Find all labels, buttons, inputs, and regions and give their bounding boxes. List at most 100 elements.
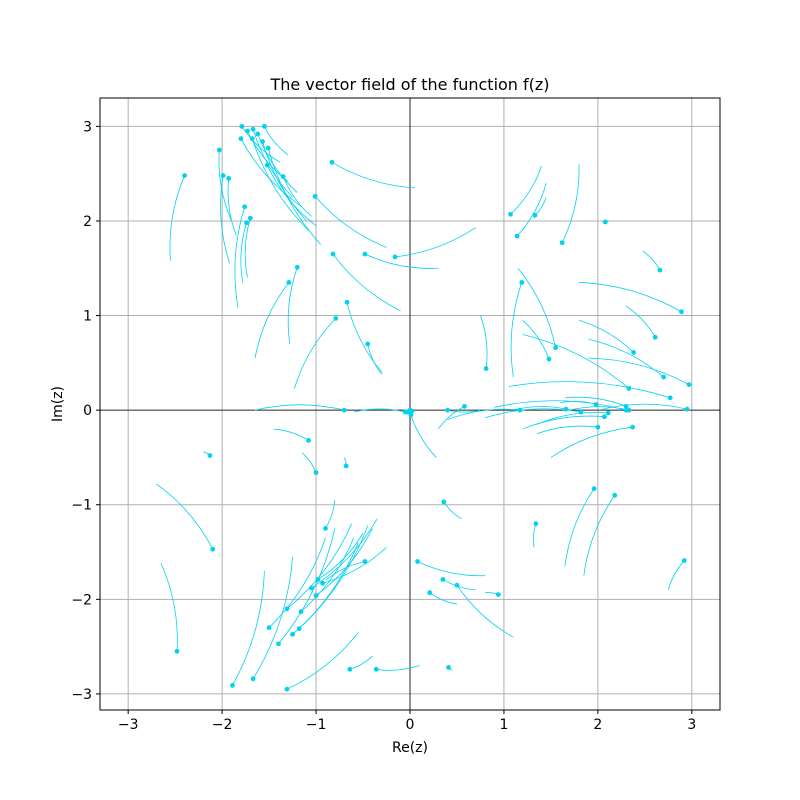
streamline-18: [254, 282, 290, 359]
streamline-75: [517, 268, 556, 348]
streamline-29: [353, 408, 406, 413]
streamline-start-54: [347, 666, 353, 672]
streamline-start-16: [244, 220, 249, 226]
streamline-67: [510, 165, 542, 215]
streamline-start-19: [294, 264, 300, 270]
streamline-start-1: [245, 128, 250, 134]
streamline-start-61: [495, 592, 501, 597]
streamline-start-23: [362, 251, 368, 257]
y-axis-label: Im(z): [50, 386, 66, 422]
streamline-22: [332, 253, 401, 312]
streamline-21: [331, 161, 415, 189]
streamline-start-46: [296, 626, 302, 632]
streamline-81: [522, 334, 630, 389]
streamline-start-67: [508, 211, 513, 217]
streamline-start-15: [242, 204, 248, 210]
streamline-start-33: [306, 438, 311, 443]
streamline-start-84: [623, 403, 629, 409]
streamline-40: [252, 556, 293, 679]
streamline-start-2: [250, 126, 256, 132]
streamline-94: [536, 425, 598, 435]
y-tick-label-5: 2: [83, 214, 92, 230]
x-axis-label: Re(z): [392, 740, 428, 756]
streamline-87: [560, 400, 597, 405]
streamline-start-9: [264, 162, 270, 168]
streamline-51: [322, 547, 387, 584]
streamline-91: [602, 403, 688, 410]
streamline-23: [364, 253, 439, 269]
streamline-start-37: [210, 546, 216, 552]
streamline-start-6: [255, 131, 261, 137]
streamline-start-57: [415, 559, 420, 564]
streamline-start-7: [260, 139, 265, 144]
streamline-start-73: [483, 366, 489, 371]
streamline-78: [625, 305, 656, 338]
streamline-start-81: [626, 385, 632, 391]
streamline-52: [325, 499, 336, 529]
streamline-83: [508, 381, 671, 399]
streamline-26: [294, 318, 337, 389]
streamline-93: [522, 415, 605, 430]
streamline-start-82: [686, 382, 692, 388]
x-tick-label-2: −1: [306, 717, 327, 733]
streamline-84: [564, 396, 627, 407]
streamline-start-75: [553, 345, 559, 351]
streamline-14: [218, 149, 232, 222]
streamline-17: [244, 218, 251, 278]
streamline-start-28: [341, 407, 347, 413]
streamline-start-27: [365, 341, 371, 347]
streamline-start-91: [684, 406, 690, 412]
y-tick-label-1: −2: [71, 592, 92, 608]
streamline-start-4: [238, 136, 244, 142]
streamline-90: [447, 408, 520, 420]
streamline-start-90: [517, 407, 523, 413]
streamline-start-68: [514, 233, 520, 239]
streamline-12: [220, 175, 231, 264]
streamline-33: [273, 428, 309, 441]
x-tick-label-5: 2: [593, 717, 602, 733]
streamline-start-55: [373, 666, 379, 672]
streamline-39: [232, 570, 265, 686]
streamline-start-66: [681, 558, 687, 563]
y-tick-label-4: 1: [83, 309, 92, 325]
streamline-37: [156, 483, 214, 550]
streamline-start-31: [445, 407, 450, 413]
streamline-start-42: [266, 625, 272, 631]
streamline-start-13: [226, 176, 232, 181]
streamline-9: [266, 164, 317, 227]
streamline-24: [394, 227, 476, 258]
streamline-4: [240, 138, 303, 208]
streamline-11: [169, 175, 185, 261]
streamline-start-51: [320, 580, 326, 586]
streamline-start-94: [595, 424, 601, 430]
streamline-88: [485, 408, 582, 419]
streamline-19: [287, 267, 298, 344]
streamline-start-58: [427, 590, 433, 596]
streamline-start-69: [532, 212, 538, 218]
streamline-start-56: [446, 665, 451, 670]
streamline-27: [367, 343, 383, 375]
streamline-47: [300, 537, 355, 612]
streamline-start-88: [578, 409, 584, 415]
streamline-start-17: [247, 215, 253, 221]
field-point-3: [409, 408, 415, 414]
streamline-74: [522, 319, 550, 360]
streamline-start-62: [441, 499, 447, 505]
streamline-82: [588, 357, 690, 385]
streamline-start-14: [216, 147, 222, 153]
y-tick-label-2: −1: [71, 498, 92, 514]
streamline-3: [264, 126, 289, 156]
streamline-start-50: [315, 577, 321, 582]
streamline-start-72: [519, 280, 525, 285]
streamline-65: [583, 495, 616, 576]
streamline-32: [437, 406, 465, 430]
streamline-start-43: [276, 641, 281, 647]
streamline-start-0: [239, 123, 245, 129]
field-point-2: [408, 412, 414, 418]
streamline-start-76: [657, 267, 663, 273]
streamline-70: [561, 164, 580, 243]
streamlines: [156, 126, 690, 690]
streamline-50: [317, 532, 364, 580]
